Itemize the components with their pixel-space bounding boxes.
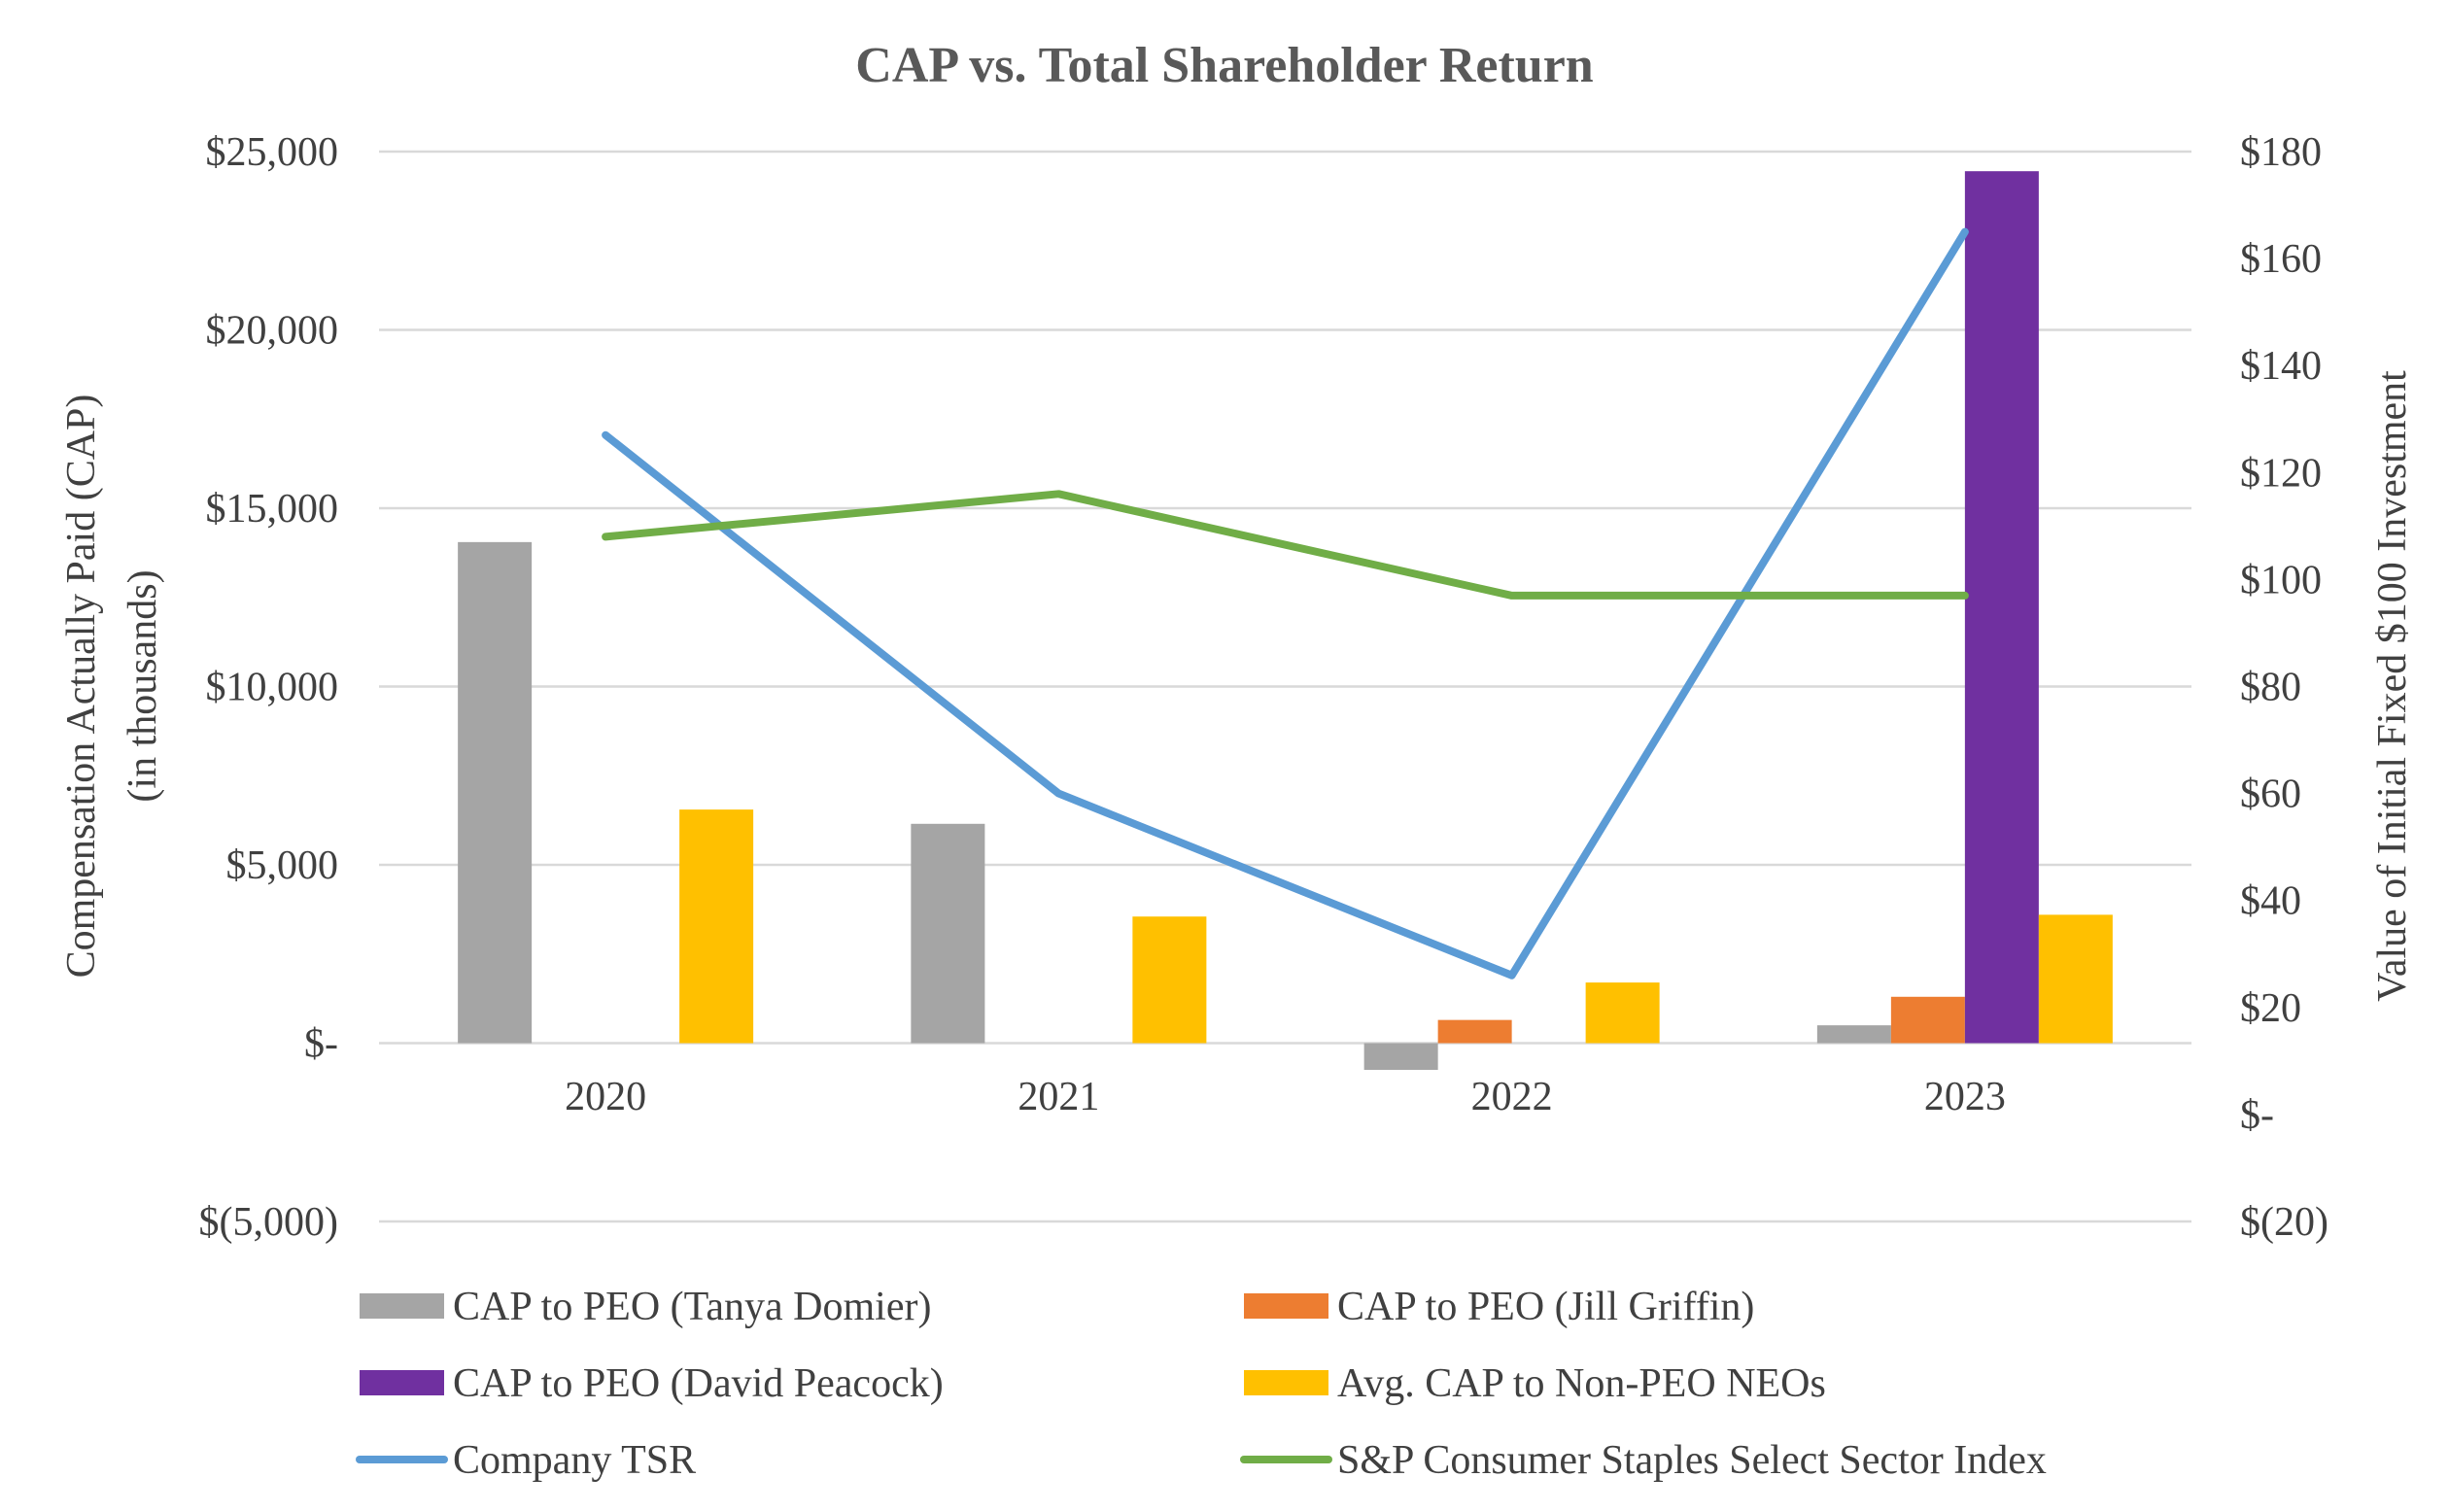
legend-label: CAP to PEO (Tanya Domier) [453,1285,931,1329]
legend: CAP to PEO (Tanya Domier) CAP to PEO (Jil… [356,1285,2047,1483]
y2-tick-label: $- [2240,1093,2274,1138]
bar [1132,916,1207,1044]
legend-label: Company TSR [453,1438,696,1483]
x-tick-label: 2020 [565,1075,646,1119]
y-axis-left-ticks: $25,000 $20,000 $15,000 $10,000 $5,000 $- $(5,… [199,130,338,1245]
line-series [602,227,1969,979]
y2-tick-label: $80 [2240,666,2301,710]
y2-tick-label: $40 [2240,879,2301,924]
y2-tick-label: $20 [2240,986,2301,1031]
y2-tick-label: $140 [2240,344,2322,389]
bar [2038,914,2113,1044]
y-tick-label: $- [304,1022,338,1067]
bar [1437,1019,1512,1044]
x-tick-label: 2023 [1924,1075,2006,1119]
legend-swatch [1244,1370,1328,1395]
legend-label: S&P Consumer Staples Select Sector Index [1337,1438,2047,1483]
bar [1816,1025,1891,1044]
y2-tick-label: $180 [2240,130,2322,175]
legend-swatch [1244,1293,1328,1319]
y-tick-label: $(5,000) [199,1200,338,1245]
y-axis-left-subtitle: (in thousands) [121,569,165,802]
y-tick-label: $20,000 [206,309,339,354]
legend-swatch [360,1370,444,1395]
series-line [602,227,1969,979]
y2-tick-label: $60 [2240,773,2301,817]
legend-label: CAP to PEO (David Peacock) [453,1361,944,1406]
y-tick-label: $25,000 [206,130,339,175]
chart-title: CAP vs. Total Shareholder Return [855,38,1593,93]
x-tick-label: 2022 [1471,1075,1553,1119]
bar [1890,996,1965,1044]
y-tick-label: $15,000 [206,487,339,532]
legend-swatch [360,1293,444,1319]
bar [1964,171,2039,1044]
legend-label: Avg. CAP to Non-PEO NEOs [1337,1361,1826,1406]
y2-tick-label: $160 [2240,237,2322,282]
legend-label: CAP to PEO (Jill Griffin) [1337,1285,1754,1329]
y-tick-label: $10,000 [206,666,339,710]
bar [1585,982,1660,1044]
x-axis-ticks: 2020 2021 2022 2023 [565,1075,2006,1119]
bar [1363,1043,1438,1071]
series-line [602,490,1969,600]
y-tick-label: $5,000 [226,843,339,888]
bar [911,823,985,1044]
y-axis-right-ticks: $180 $160 $140 $120 $100 $80 $60 $40 $20 $- $(20) [2240,130,2328,1245]
y-axis-left-title: Compensation Actually Paid (CAP) [59,395,104,979]
y2-tick-label: $100 [2240,558,2322,602]
y2-tick-label: $(20) [2240,1200,2328,1245]
y2-tick-label: $120 [2240,451,2322,496]
bar-series [458,171,2113,1071]
x-tick-label: 2021 [1018,1075,1099,1119]
bar [458,541,533,1044]
y-axis-right-title: Value of Initial Fixed $100 Investment [2370,370,2415,1002]
bar [679,809,754,1044]
